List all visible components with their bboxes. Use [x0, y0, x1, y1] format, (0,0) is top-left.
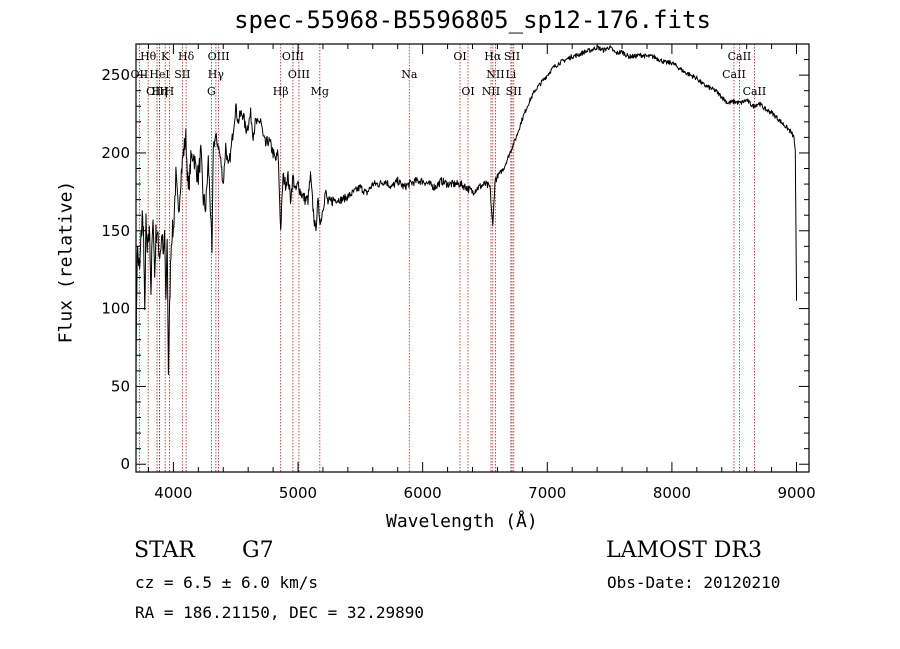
observation-date: Obs-Date: 20120210 [607, 573, 781, 592]
x-tick-label-3: 7000 [528, 484, 566, 502]
x-tick-label-0: 4000 [154, 484, 192, 502]
line-label-21: G [207, 85, 216, 98]
line-label-3: OIII [208, 50, 230, 63]
line-label-26: SII [506, 85, 522, 98]
line-label-17: CaII [722, 68, 746, 81]
line-label-11: SII [174, 68, 190, 81]
line-label-22: Hβ [273, 85, 289, 98]
y-tick-label-4: 200 [101, 144, 130, 162]
line-label-13: OIII [288, 68, 310, 81]
line-label-8: CaII [728, 50, 752, 63]
x-axis-label: Wavelength (Å) [386, 511, 538, 532]
line-label-14: Na [401, 68, 418, 81]
x-tick-label-2: 6000 [404, 484, 442, 502]
line-label-25: NII [482, 85, 500, 98]
line-label-2: Hδ [178, 50, 195, 63]
object-class: STAR [134, 538, 195, 563]
line-label-16: Li [505, 68, 516, 81]
line-label-10: HeI [149, 68, 169, 81]
line-label-0: Hθ [140, 50, 157, 63]
survey-name: LAMOST DR3 [606, 538, 762, 563]
x-tick-label-1: 5000 [279, 484, 317, 502]
plot-frame [135, 43, 810, 473]
y-tick-label-0: 0 [120, 455, 130, 473]
line-label-15: NII [486, 68, 504, 81]
line-label-6: Hα [484, 50, 502, 63]
line-label-7: SII [504, 50, 520, 63]
y-tick-label-2: 100 [101, 300, 130, 318]
line-label-1: K [161, 50, 170, 63]
axis-ticks: 4000 5000 6000 7000 8000 9000 0 50 100 150 200 250 [101, 44, 816, 502]
spectrum-series [135, 44, 798, 376]
coordinates: RA = 186.21150, DEC = 32.29890 [135, 603, 424, 622]
line-label-5: OI [453, 50, 466, 63]
line-label-23: Mg [311, 85, 329, 98]
spectrum-line [135, 44, 798, 376]
line-label-24: OI [461, 85, 474, 98]
x-tick-label-5: 9000 [777, 484, 815, 502]
line-label-9: OII [131, 68, 149, 81]
line-label-4: OIII [282, 50, 304, 63]
object-subclass: G7 [242, 538, 274, 563]
chart-title: spec-55968-B5596805_sp12-176.fits [234, 6, 711, 34]
y-tick-label-1: 50 [111, 377, 130, 395]
redshift-cz: cz = 6.5 ± 6.0 km/s [135, 573, 319, 592]
line-label-20: H [165, 85, 175, 98]
y-tick-label-3: 150 [101, 222, 130, 240]
line-label-18: OIII [146, 85, 168, 98]
line-label-27: CaII [743, 85, 767, 98]
spectral-line-markers [138, 44, 755, 472]
y-axis-label: Flux (relative) [55, 180, 77, 344]
line-label-12: Hγ [208, 68, 225, 81]
y-tick-label-5: 250 [101, 66, 130, 84]
x-tick-label-4: 8000 [653, 484, 691, 502]
line-label-19: Hη [151, 85, 167, 98]
